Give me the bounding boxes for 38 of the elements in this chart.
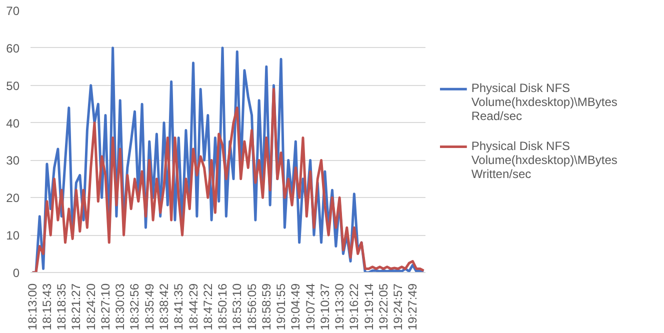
- x-tick-label: 19:27:49: [406, 283, 420, 330]
- x-tick-label: 18:38:42: [156, 283, 171, 330]
- x-tick-label: 18:32:56: [128, 283, 142, 330]
- legend-label: Physical Disk NFS Volume(hxdesktop)\MBytes Read/sec: [471, 81, 618, 124]
- x-tick-label: 18:50:16: [216, 283, 230, 330]
- x-tick-label: 19:10:37: [318, 283, 332, 330]
- x-tick-label: 18:53:10: [230, 283, 244, 330]
- line-series: [31, 88, 425, 272]
- x-tick-label: 18:56:05: [244, 283, 259, 330]
- x-tick-label: 18:18:35: [54, 283, 69, 330]
- x-tick-label: 18:58:59: [259, 283, 274, 330]
- x-tick-label: 18:13:00: [25, 283, 40, 330]
- y-tick-label: 70: [6, 4, 20, 18]
- x-tick-label: 18:27:10: [98, 283, 112, 330]
- y-tick-label: 60: [6, 41, 20, 56]
- x-tick-label: 18:44:29: [186, 283, 200, 330]
- y-tick-label: 40: [6, 116, 20, 130]
- x-tick-label: 18:47:22: [200, 283, 215, 330]
- x-tick-label: 19:16:22: [347, 283, 362, 330]
- x-tick-label: 18:15:43: [40, 283, 54, 330]
- legend-label: Physical Disk NFS Volume(hxdesktop)\MBytes Written/sec: [471, 138, 618, 181]
- x-tick-label: 18:21:27: [69, 283, 84, 330]
- x-tick-label: 19:19:14: [362, 283, 376, 330]
- x-tick-label: 18:41:35: [172, 283, 186, 330]
- x-tick-label: 18:35:49: [142, 283, 156, 330]
- x-tick-label: 18:24:20: [84, 283, 98, 330]
- x-tick-label: 19:24:57: [391, 283, 406, 330]
- x-tick-label: 19:04:49: [288, 283, 303, 330]
- x-tick-label: 19:07:44: [303, 283, 318, 330]
- x-tick-label: 19:01:55: [274, 283, 288, 330]
- y-tick-label: 30: [6, 154, 20, 168]
- y-tick-label: 20: [6, 191, 20, 206]
- x-tick-label: 19:22:05: [376, 283, 390, 330]
- y-tick-label: 0: [12, 266, 20, 280]
- x-tick-label: 18:30:03: [113, 283, 128, 330]
- y-tick-label: 10: [6, 228, 20, 243]
- x-tick-label: 19:13:30: [332, 283, 347, 330]
- y-tick-label: 50: [6, 78, 20, 93]
